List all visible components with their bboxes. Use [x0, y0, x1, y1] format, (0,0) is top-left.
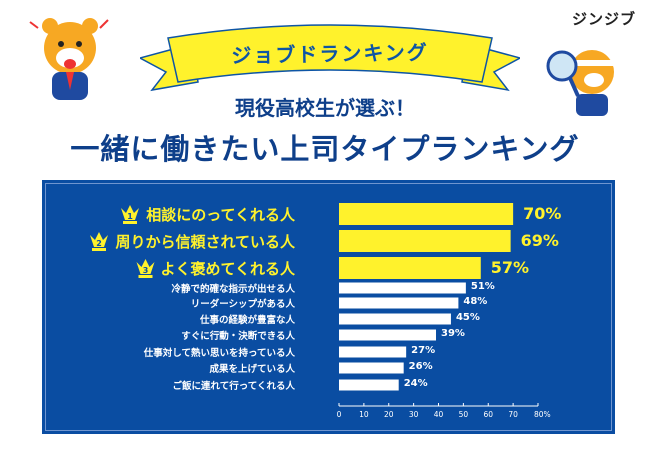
rank-number: 1: [127, 212, 133, 221]
x-tick-label: 50: [459, 410, 469, 419]
bar: [339, 257, 481, 279]
bar: [339, 282, 466, 294]
subtitle: 現役高校生が選ぶ！: [235, 96, 415, 120]
value-label: 26%: [408, 361, 433, 372]
x-tick-label: 30: [409, 410, 419, 419]
value-label: 69%: [520, 231, 559, 250]
x-tick-label: 60: [483, 410, 493, 419]
tiger-mascot-left: [29, 18, 109, 100]
category-label: 仕事対して熱い思いを持っている人: [143, 348, 295, 359]
crown-rank-icon: 1: [121, 205, 139, 224]
bar: [339, 203, 514, 225]
rank-number: 2: [96, 239, 102, 248]
crown-rank-icon: 3: [136, 259, 155, 278]
x-tick-label: 70: [508, 410, 518, 419]
category-label: 仕事の経験が豊富な人: [199, 315, 295, 326]
category-label: すぐに行動・決断できる人: [181, 331, 295, 342]
value-label: 45%: [455, 312, 480, 323]
page-title: 一緒に働きたい上司タイプランキング: [70, 132, 580, 166]
x-tick-label: 0: [337, 410, 342, 419]
bar: [339, 297, 459, 309]
bar: [339, 329, 437, 341]
category-label: よく褒めてくれる人: [160, 260, 295, 278]
value-label: 57%: [490, 258, 530, 277]
value-label: 24%: [403, 378, 428, 389]
category-label: 成果を上げている人: [209, 364, 295, 375]
bar: [339, 313, 451, 325]
category-label: リーダーシップがある人: [190, 299, 295, 310]
rank-number: 3: [143, 266, 149, 275]
x-tick-label: 10: [359, 410, 369, 419]
value-label: 27%: [411, 345, 436, 356]
category-label: 周りから信頼されている人: [115, 233, 295, 251]
chart-panel: 相談にのってくれる人 70% 周りから信頼されている人 69% よく褒めてくれる人 57%…: [42, 180, 615, 434]
value-label: 48%: [463, 296, 488, 307]
category-label: 相談にのってくれる人: [146, 206, 295, 224]
bar: [339, 230, 511, 252]
value-label: 51%: [470, 281, 495, 292]
x-tick-label: 40: [434, 410, 444, 419]
bar: [339, 346, 407, 358]
value-label: 70%: [523, 204, 562, 223]
x-tick-label: 80%: [534, 410, 551, 419]
tiger-mascot-magnifier: [546, 50, 614, 116]
category-label: 冷静で的確な指示が出せる人: [171, 284, 295, 295]
title-ribbon: [140, 24, 520, 92]
value-label: 39%: [441, 328, 465, 339]
bar: [339, 362, 404, 374]
bar: [339, 379, 399, 391]
jinjib-logo: ジンジブ: [571, 10, 636, 28]
x-tick-label: 20: [384, 410, 394, 419]
crown-rank-icon: 2: [90, 232, 108, 251]
category-label: ご飯に連れて行ってくれる人: [172, 381, 295, 392]
